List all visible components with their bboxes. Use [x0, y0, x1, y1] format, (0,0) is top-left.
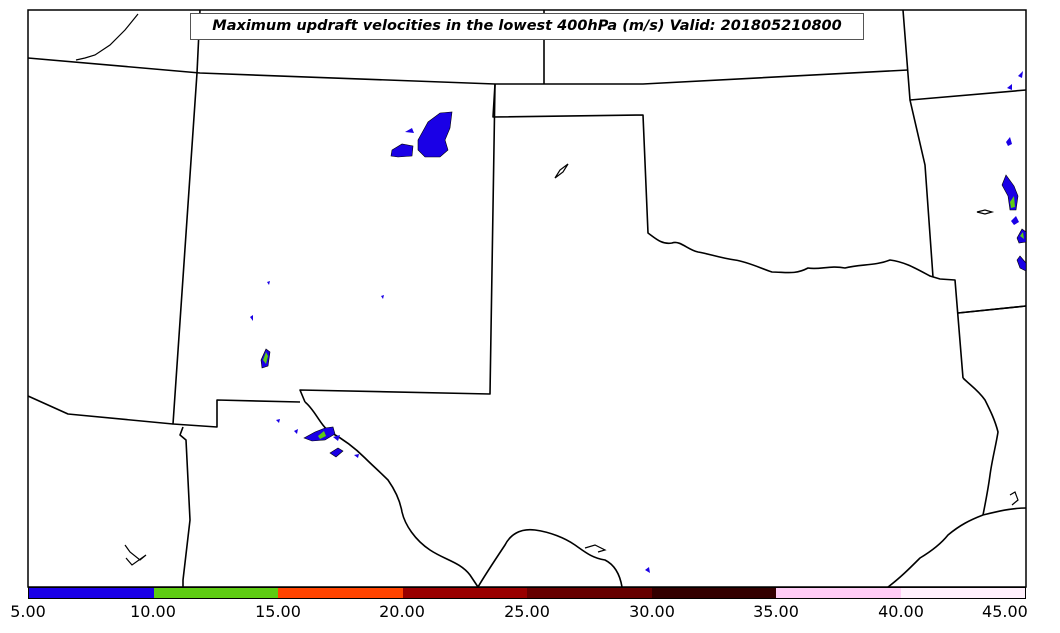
colorbar-tick-label: 10.00: [130, 602, 176, 621]
colorbar-tick-label: 30.00: [629, 602, 675, 621]
updraft-core: [263, 352, 268, 364]
updraft-cell: [333, 435, 340, 441]
gulf-coastline: [982, 507, 1027, 516]
updraft-cell: [1011, 216, 1019, 225]
updraft-cell: [267, 281, 270, 285]
colorbar-tick-label: 5.00: [10, 602, 46, 621]
texas-big-bend: [477, 528, 623, 588]
colorbar-segment-1: [29, 588, 154, 598]
colorbar-segment-6: [651, 588, 776, 598]
lake-feature-2: [976, 209, 995, 215]
lake-feature-3: [124, 544, 147, 566]
updraft-core: [1010, 196, 1015, 208]
colorado-newmexico-border: [172, 72, 301, 428]
updraft-cell: [405, 128, 414, 133]
colorbar-tick-label: 40.00: [878, 602, 924, 621]
updraft-cell: [250, 315, 253, 321]
colorbar-tick-label: 15.00: [255, 602, 301, 621]
lake-feature-6: [1009, 491, 1019, 506]
texas-coastline: [887, 514, 984, 588]
colorbar-segment-8: [900, 588, 1025, 598]
updraft-cell: [417, 111, 453, 158]
updraft-cell: [329, 447, 344, 458]
updraft-core: [1020, 232, 1024, 239]
updraft-cell: [276, 419, 280, 423]
updraft-cell: [294, 429, 298, 434]
newmexico-texas-panhandle: [299, 83, 496, 403]
updraft-cell: [303, 426, 336, 442]
colorbar-segment-5: [527, 588, 652, 598]
updraft-core: [318, 431, 326, 439]
colorbar-segment-2: [153, 588, 278, 598]
colorbar-segment-4: [402, 588, 527, 598]
colorbar-tick-label: 45.00: [982, 602, 1028, 621]
updraft-cell: [390, 143, 414, 158]
colorbar-tick-label: 20.00: [379, 602, 425, 621]
oklahoma-kansas-border: [492, 83, 964, 379]
updraft-cell: [1018, 71, 1023, 78]
updraft-cell: [354, 454, 359, 458]
map-border: [27, 9, 1027, 588]
map-title: Maximum updraft velocities in the lowest…: [190, 13, 864, 40]
colorbar-tick-label: 35.00: [753, 602, 799, 621]
colorbar-segment-7: [776, 588, 901, 598]
updraft-cell: [381, 295, 384, 299]
texas-louisiana-border: [962, 377, 999, 516]
lake-features: [75, 13, 1019, 566]
updraft-cell: [645, 567, 650, 573]
louisiana-mississippi-border: [957, 305, 1027, 314]
colorbar-segment-3: [278, 588, 403, 598]
updraft-cell: [1007, 84, 1012, 90]
lake-feature-1: [554, 163, 569, 179]
arkansas-border: [909, 99, 934, 278]
arizona-newmexico-border: [179, 426, 191, 587]
updraft-cell: [1006, 137, 1012, 146]
colorbar: [28, 587, 1026, 599]
lake-feature-4: [584, 544, 607, 553]
updraft-cells: [250, 71, 1027, 573]
colorbar-tick-label: 25.00: [504, 602, 550, 621]
arizona-utah-border: [27, 395, 174, 425]
updraft-cell: [1016, 255, 1027, 272]
lake-feature-5: [75, 13, 139, 61]
